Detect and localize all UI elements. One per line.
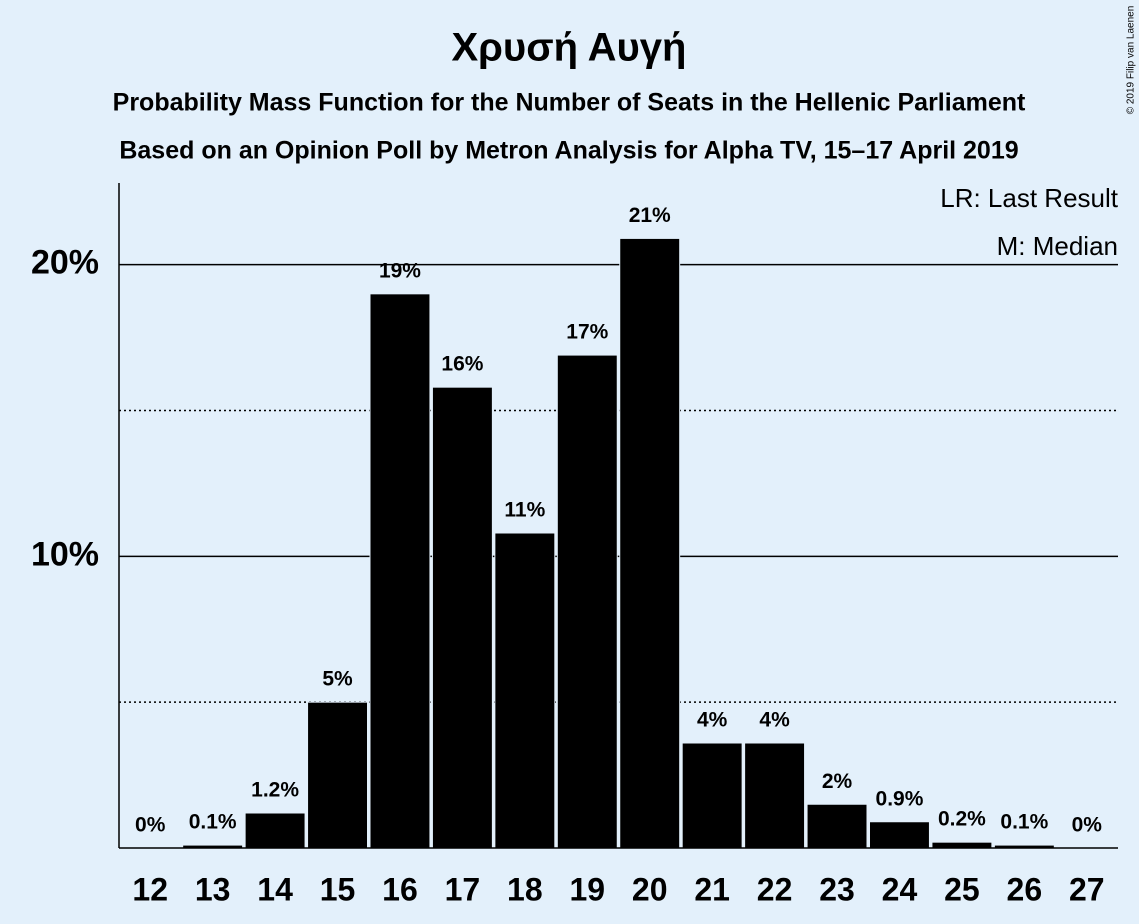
x-tick-label: 26 bbox=[1007, 871, 1043, 907]
chart-subtitle: Probability Mass Function for the Number… bbox=[113, 89, 1026, 117]
x-tick-label: 19 bbox=[569, 871, 605, 907]
value-label: 19% bbox=[379, 259, 421, 282]
value-label: 0.1% bbox=[1000, 811, 1048, 834]
y-tick-label: 10% bbox=[31, 535, 99, 573]
value-label: 16% bbox=[441, 353, 483, 376]
value-label: 4% bbox=[759, 709, 790, 732]
bar bbox=[431, 386, 493, 849]
x-tick-label: 24 bbox=[882, 871, 918, 907]
bar-annotation: LR bbox=[502, 673, 547, 711]
value-label: 4% bbox=[697, 709, 728, 732]
x-tick-label: 21 bbox=[694, 871, 730, 907]
value-label: 11% bbox=[504, 499, 545, 522]
x-tick-label: 18 bbox=[507, 871, 543, 907]
x-tick-label: 25 bbox=[944, 871, 980, 907]
value-label: 5% bbox=[322, 668, 353, 691]
bar-annotation: M bbox=[511, 635, 539, 673]
bar bbox=[806, 803, 868, 849]
x-tick-label: 13 bbox=[195, 871, 231, 907]
copyright: © 2019 Filip van Laenen bbox=[1126, 6, 1137, 115]
value-label: 17% bbox=[566, 321, 608, 344]
value-label: 1.2% bbox=[251, 779, 299, 802]
legend-entry: LR: Last Result bbox=[940, 183, 1119, 213]
bar bbox=[556, 354, 618, 849]
bar bbox=[931, 841, 993, 849]
value-label: 0.2% bbox=[938, 808, 986, 831]
bar bbox=[244, 812, 306, 849]
x-tick-label: 16 bbox=[382, 871, 418, 907]
chart-title: Χρυσή Αυγή bbox=[452, 26, 687, 70]
value-label: 0.1% bbox=[189, 811, 237, 834]
x-tick-label: 12 bbox=[132, 871, 168, 907]
x-tick-label: 20 bbox=[632, 871, 668, 907]
bar bbox=[681, 742, 743, 849]
value-label: 0% bbox=[135, 814, 166, 837]
bar bbox=[619, 237, 681, 849]
value-label: 21% bbox=[629, 204, 671, 227]
y-tick-label: 20% bbox=[31, 244, 99, 282]
x-tick-label: 17 bbox=[445, 871, 481, 907]
x-tick-label: 22 bbox=[757, 871, 793, 907]
bar bbox=[369, 293, 431, 849]
chart-subtitle: Based on an Opinion Poll by Metron Analy… bbox=[119, 137, 1018, 165]
bar bbox=[494, 532, 556, 849]
x-tick-label: 27 bbox=[1069, 871, 1105, 907]
bar bbox=[868, 821, 930, 849]
x-tick-label: 14 bbox=[257, 871, 293, 907]
value-label: 0.9% bbox=[876, 787, 924, 810]
x-tick-label: 15 bbox=[320, 871, 356, 907]
x-tick-label: 23 bbox=[819, 871, 855, 907]
bar bbox=[744, 742, 806, 849]
legend-entry: M: Median bbox=[997, 231, 1118, 261]
value-label: 0% bbox=[1072, 814, 1103, 837]
value-label: 2% bbox=[822, 770, 853, 793]
bar bbox=[307, 701, 369, 849]
